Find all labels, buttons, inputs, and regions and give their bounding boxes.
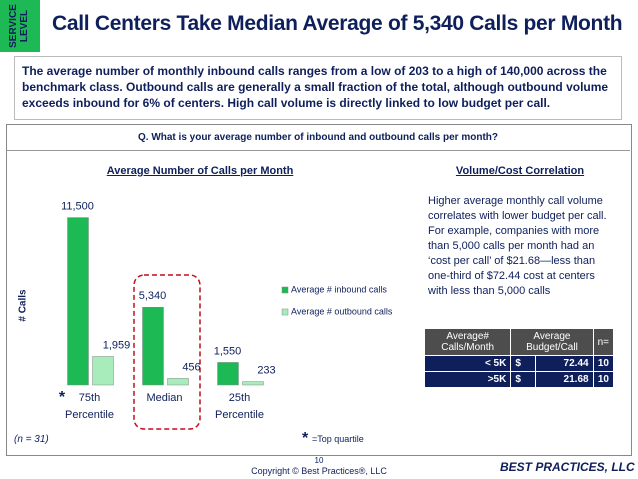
sample: (n = 31) [14,434,49,445]
question-rule [6,150,630,151]
x-tick-label: Median [146,392,183,404]
page-number: 10 [314,456,324,465]
section-tab [0,0,40,52]
table-cell: $ [510,355,536,372]
x-tick-label: 25th Percentile [215,392,264,421]
table-cell: 10 [592,371,615,388]
panel-text: Higher average monthly call volume corre… [428,195,607,297]
chart-title: Average Number of Calls per Month [106,165,294,177]
content-box [6,124,632,456]
y-axis-label: # Calls [17,289,29,322]
table-cell: 72.44 [534,355,594,372]
table-row: < 5K $72.44 10 [423,355,615,372]
question: Q. What is your average number of inboun… [137,132,498,143]
header-row: Average# Calls/Month Average Budget/Call n… [423,328,615,356]
intro-box [14,56,622,120]
table-cell: 10 [592,355,615,372]
panel-title: Volume/Cost Correlation [455,165,585,177]
table-cell: >5K [423,371,512,388]
header-cell: n= [592,328,615,356]
cost-table: Average# Calls/Month Average Budget/Call n… [423,328,615,388]
table-cell: < 5K [423,355,512,372]
section-tab-label: SERVICE LEVEL [8,4,30,48]
footnote: =Top quartile [312,434,364,444]
x-tick-label: 75th Percentile [65,392,114,421]
intro: The average number of monthly inbound ca… [22,64,609,110]
header-cell: Average# Calls/Month [423,328,512,356]
header-cell: Average Budget/Call [510,328,594,356]
title: Call Centers Take Median Average of 5,34… [52,12,623,35]
table-row: >5K $21.68 10 [423,371,615,388]
logo: BEST PRACTICES, LLC [500,460,635,474]
table-cell: 21.68 [534,371,594,388]
footnote-star: * [302,430,309,447]
table-cell: $ [510,371,536,388]
copyright: Copyright © Best Practices®, LLC [251,466,387,476]
